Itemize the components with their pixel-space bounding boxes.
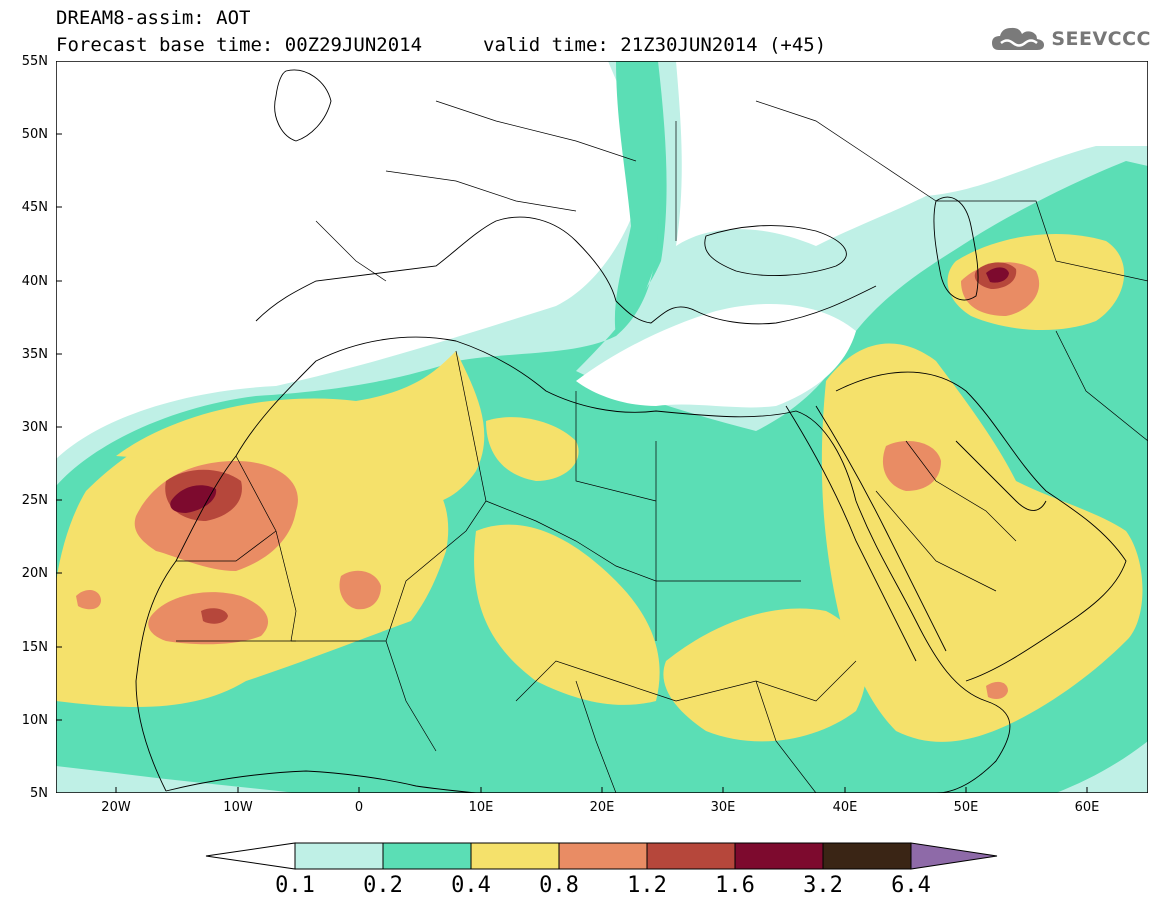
lon-label-50e: 50E [953, 800, 979, 815]
colorbar-swatch-7 [822, 842, 912, 870]
colorbar-label-0: 0.1 [275, 873, 315, 898]
aot-field-0.8-niger [339, 570, 381, 610]
colorbar-label-2: 0.4 [451, 873, 491, 898]
border-12 [675, 660, 857, 702]
colorbar-label-5: 1.6 [715, 873, 755, 898]
aot-field-1.2-mali [201, 608, 228, 624]
coastlines [135, 69, 1127, 793]
aot-field-0.4-center-east [663, 608, 866, 742]
coastline-black-sea [704, 225, 847, 277]
colorbar-label-6: 3.2 [803, 873, 843, 898]
border-20 [755, 100, 937, 202]
border-23 [575, 680, 617, 793]
border-10 [385, 640, 437, 752]
border-2 [291, 500, 487, 642]
colorbar-label-7: 6.4 [891, 873, 931, 898]
lon-label-20w: 20W [101, 800, 131, 815]
lat-label-50n: 50N [21, 127, 48, 142]
border-18 [385, 170, 577, 212]
cloud-icon [992, 27, 1045, 50]
lat-label-40n: 40N [21, 274, 48, 289]
lat-label-55n: 55N [21, 54, 48, 69]
coastline-europe [255, 216, 877, 325]
valid-time: valid time: 21Z30JUN2014 (+45) [483, 34, 827, 56]
colorbar-swatch-6 [734, 842, 824, 870]
colorbar-swatch-above [910, 842, 998, 870]
lon-label-60e: 60E [1074, 800, 1100, 815]
colorbar-swatch-5 [646, 842, 736, 870]
border-8 [176, 530, 277, 562]
lat-label-10n: 10N [21, 713, 48, 728]
border-13 [905, 440, 1017, 542]
map-title: DREAM8-assim: AOT [56, 7, 251, 29]
border-21 [315, 220, 387, 282]
colorbar-label-1: 0.2 [363, 873, 403, 898]
coastline-red-sea-east [815, 405, 947, 652]
lon-label-30e: 30E [710, 800, 736, 815]
coastline-africa [135, 336, 1011, 793]
colorbar-label-4: 1.2 [627, 873, 667, 898]
lat-label-30n: 30N [21, 420, 48, 435]
coastline-red-sea [785, 405, 917, 662]
coastline-guinea [165, 770, 477, 793]
lat-label-15n: 15N [21, 640, 48, 655]
colorbar [205, 842, 1000, 876]
aot-fields [56, 61, 1148, 793]
colorbar-swatch-below [205, 842, 296, 870]
aot-field-mediterranean-gap [576, 303, 856, 408]
colorbar-swatch-2 [382, 842, 472, 870]
lon-label-10w: 10W [223, 800, 253, 815]
colorbar-swatch-1 [294, 842, 384, 870]
logo-text: SEEVCCC [1051, 28, 1151, 50]
border-22 [755, 680, 817, 793]
colorbar-swatch-3 [470, 842, 560, 870]
lon-label-0: 0 [354, 800, 364, 815]
colorbar-swatches [205, 842, 998, 870]
coastline-arabia [835, 371, 1127, 682]
coastline-britain [274, 69, 332, 142]
aot-field-0.8-coast [76, 589, 101, 610]
tick-marks [56, 60, 1088, 793]
aot-field-0.8-arabia [882, 441, 941, 491]
coastline-caspian [933, 196, 979, 301]
colorbar-label-3: 0.8 [539, 873, 579, 898]
border-6 [455, 350, 487, 502]
forecast-base-time: Forecast base time: 00Z29JUN2014 [56, 34, 423, 56]
lon-label-10e: 10E [468, 800, 494, 815]
border-15 [936, 200, 1148, 282]
border-14 [875, 490, 997, 592]
aot-field-1.6-caspian [986, 267, 1009, 283]
aot-field-0.4-central [474, 524, 660, 705]
border-16 [1055, 330, 1148, 442]
lat-label-5n: 5N [30, 786, 48, 801]
lat-label-35n: 35N [21, 347, 48, 362]
lon-label-20e: 20E [589, 800, 615, 815]
aot-field-0.2-north-strip [614, 61, 661, 336]
coastline-persian-gulf [955, 440, 1047, 511]
aot-field-0.4-algeria [486, 417, 579, 481]
border-3 [485, 500, 657, 641]
country-borders [176, 100, 1148, 793]
lat-label-45n: 45N [21, 200, 48, 215]
lat-label-20n: 20N [21, 566, 48, 581]
border-7 [575, 391, 657, 502]
border-11 [515, 660, 677, 702]
aot-field-0.8-somalia [986, 681, 1008, 699]
aot-field-0.4-west-b [116, 351, 485, 505]
seevccc-logo: SEEVCCC [991, 24, 1151, 54]
aot-map [55, 60, 1149, 794]
colorbar-swatch-4 [558, 842, 648, 870]
border-17 [435, 100, 637, 162]
lon-label-40e: 40E [832, 800, 858, 815]
border-1 [235, 455, 297, 642]
map-panel [55, 60, 1149, 794]
lat-label-25n: 25N [21, 493, 48, 508]
